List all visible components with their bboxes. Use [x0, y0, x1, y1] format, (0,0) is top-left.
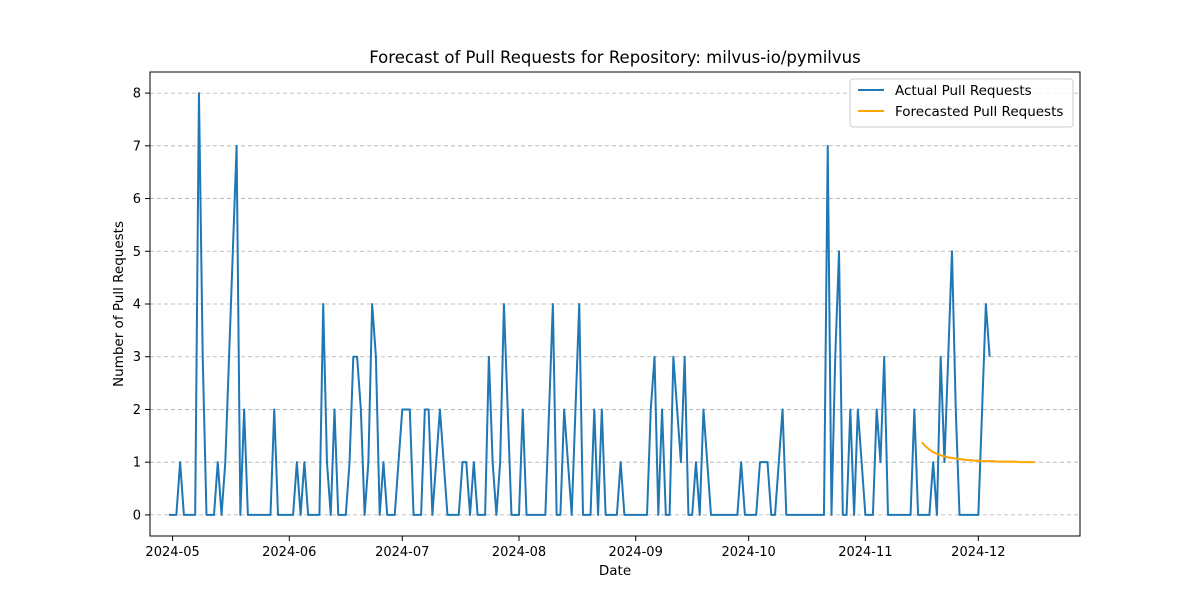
- legend-label-forecast: Forecasted Pull Requests: [895, 104, 1063, 120]
- y-axis-label: Number of Pull Requests: [111, 221, 127, 387]
- y-tick-label: 7: [133, 139, 141, 154]
- legend-label-actual: Actual Pull Requests: [895, 83, 1032, 99]
- x-tick-label: 2024-12: [951, 545, 1005, 560]
- x-axis: 2024-05 2024-06 2024-07 2024-08 2024-09 2024-…: [145, 536, 1006, 560]
- y-tick-label: 4: [133, 298, 141, 313]
- y-tick-label: 0: [133, 508, 141, 523]
- x-tick-label: 2024-07: [375, 545, 429, 560]
- y-tick-label: 2: [133, 403, 141, 418]
- y-gridlines: [150, 92, 1080, 516]
- x-tick-label: 2024-11: [838, 545, 892, 560]
- y-tick-label: 8: [133, 87, 141, 102]
- y-tick-label: 1: [133, 456, 141, 471]
- legend: Actual Pull Requests Forecasted Pull Req…: [849, 78, 1074, 128]
- legend-box: [849, 78, 1074, 128]
- actual-series-line: [168, 92, 991, 516]
- y-axis: 0 1 2 3 4 5 6 7 8: [133, 87, 150, 523]
- y-tick-label: 6: [133, 192, 141, 207]
- x-tick-label: 2024-05: [145, 545, 199, 560]
- y-tick-label: 3: [133, 350, 141, 365]
- x-tick-label: 2024-08: [492, 545, 546, 560]
- x-tick-label: 2024-09: [609, 545, 663, 560]
- forecast-series-line: [921, 441, 1035, 464]
- x-axis-label: Date: [599, 563, 631, 579]
- y-tick-label: 5: [133, 245, 141, 260]
- chart-title: Forecast of Pull Requests for Repository…: [369, 48, 860, 67]
- series-layer: [168, 92, 1035, 516]
- x-tick-label: 2024-06: [262, 545, 316, 560]
- x-tick-label: 2024-10: [721, 545, 775, 560]
